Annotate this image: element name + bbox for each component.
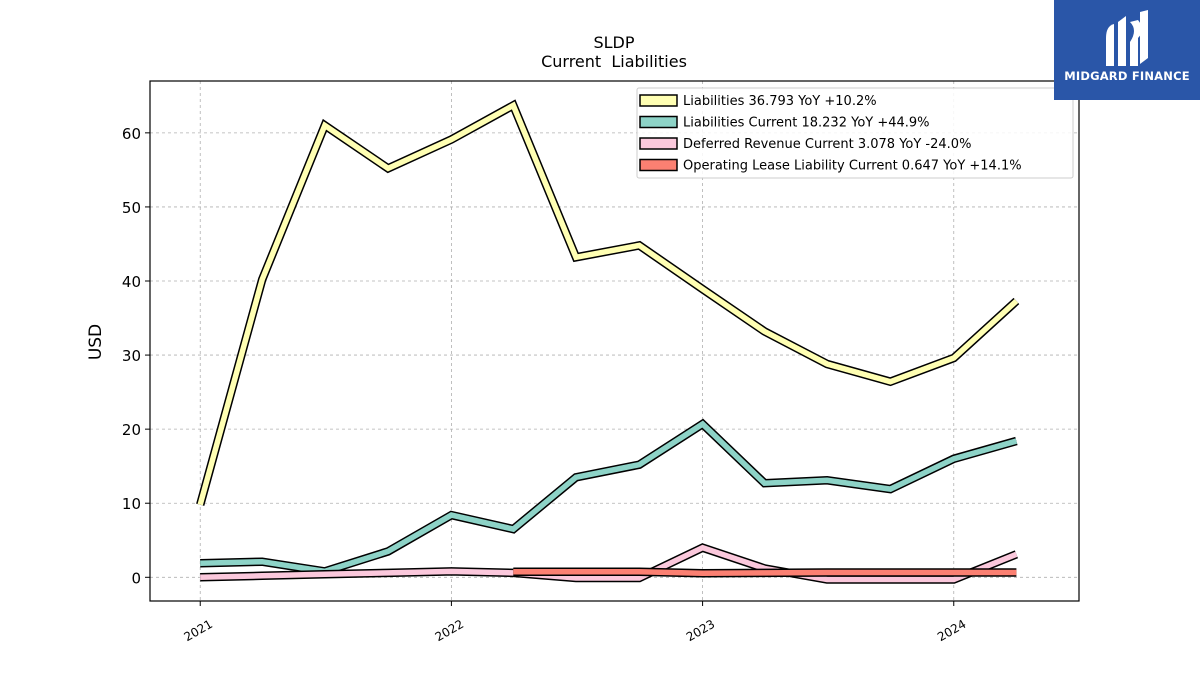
series-line	[513, 568, 1017, 576]
series-line	[200, 544, 1018, 583]
legend-swatch	[639, 137, 678, 150]
y-axis-ticks: 0 10 20 30 40 50 60	[122, 125, 150, 587]
y-tick-label: 50	[122, 199, 141, 217]
y-tick-label: 40	[122, 273, 141, 291]
brand-logo: MIDGARD FINANCE	[1054, 0, 1200, 100]
legend-label: Liabilities 36.793 YoY +10.2%	[683, 94, 877, 109]
legend-label: Operating Lease Liability Current 0.647 …	[683, 159, 1022, 174]
series-liabilities	[196, 99, 1020, 506]
x-tick-label: 2024	[935, 617, 968, 644]
y-tick-label: 30	[122, 347, 141, 365]
legend-swatch	[639, 94, 678, 107]
midgard-logo-icon	[1106, 10, 1148, 66]
chart-title: SLDP	[593, 33, 634, 52]
series-deferred-revenue-current	[200, 543, 1018, 584]
y-axis-label: USD	[86, 324, 106, 360]
legend-swatch	[639, 115, 678, 129]
series-layer	[196, 99, 1020, 584]
x-tick-label: 2023	[684, 617, 717, 644]
x-tick-label: 2022	[433, 617, 466, 644]
legend: Liabilities 36.793 YoY +10.2% Liabilities…	[636, 87, 1074, 179]
y-tick-label: 0	[131, 569, 141, 587]
brand-name: MIDGARD FINANCE	[1064, 69, 1190, 83]
x-tick-label: 2021	[182, 617, 215, 644]
plot-frame	[149, 80, 1080, 602]
y-tick-label: 10	[122, 495, 141, 513]
x-axis-ticks: 2021 2022 2023 2024	[182, 601, 968, 644]
legend-frame	[636, 87, 1074, 179]
legend-swatch	[639, 158, 678, 172]
chart-subtitle: Current Liabilities	[541, 52, 687, 71]
series-line	[200, 420, 1018, 575]
legend-label: Liabilities Current 18.232 YoY +44.9%	[683, 116, 930, 131]
series-liabilities-current	[200, 418, 1018, 576]
legend-label: Deferred Revenue Current 3.078 YoY -24.0…	[683, 137, 971, 152]
series-line	[197, 101, 1019, 506]
y-tick-label: 60	[122, 125, 141, 143]
series-outline	[200, 418, 1018, 576]
series-operating-lease-liability-current	[513, 567, 1017, 578]
y-tick-label: 20	[122, 421, 141, 439]
